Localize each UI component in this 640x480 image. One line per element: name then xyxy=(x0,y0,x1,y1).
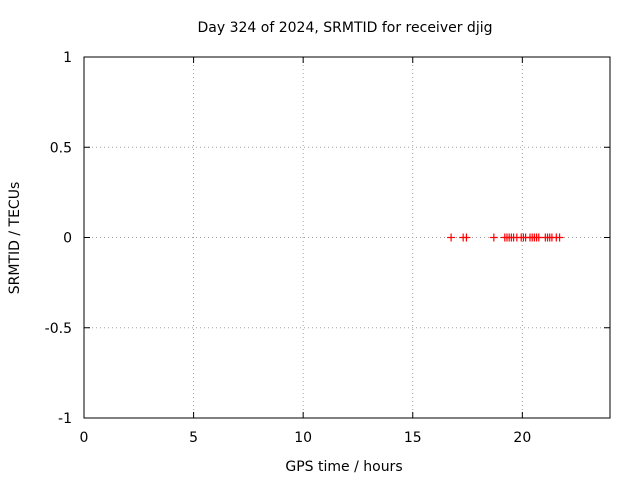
data-point xyxy=(462,233,471,242)
x-tick-label: 10 xyxy=(294,430,312,446)
x-axis-label: GPS time / hours xyxy=(285,459,402,475)
x-tick-label: 15 xyxy=(404,430,422,446)
chart-title: Day 324 of 2024, SRMTID for receiver dji… xyxy=(198,20,493,36)
x-tick-label: 20 xyxy=(513,430,531,446)
x-tick-label: 5 xyxy=(189,430,198,446)
ticks-layer: -1-0.500.510 5 10 15 20 xyxy=(45,50,610,446)
points-layer xyxy=(447,233,564,242)
x-tick-label: 0 xyxy=(80,430,89,446)
data-point xyxy=(489,233,498,242)
data-point xyxy=(555,233,564,242)
y-tick-label: 1 xyxy=(63,50,72,66)
y-axis-label: SRMTID / TECUs xyxy=(7,182,23,295)
data-point xyxy=(447,233,456,242)
y-tick-label: 0.5 xyxy=(50,140,72,156)
y-tick-label: -1 xyxy=(58,411,72,427)
y-tick-label: -0.5 xyxy=(45,321,72,337)
y-tick-label: 0 xyxy=(63,231,72,247)
